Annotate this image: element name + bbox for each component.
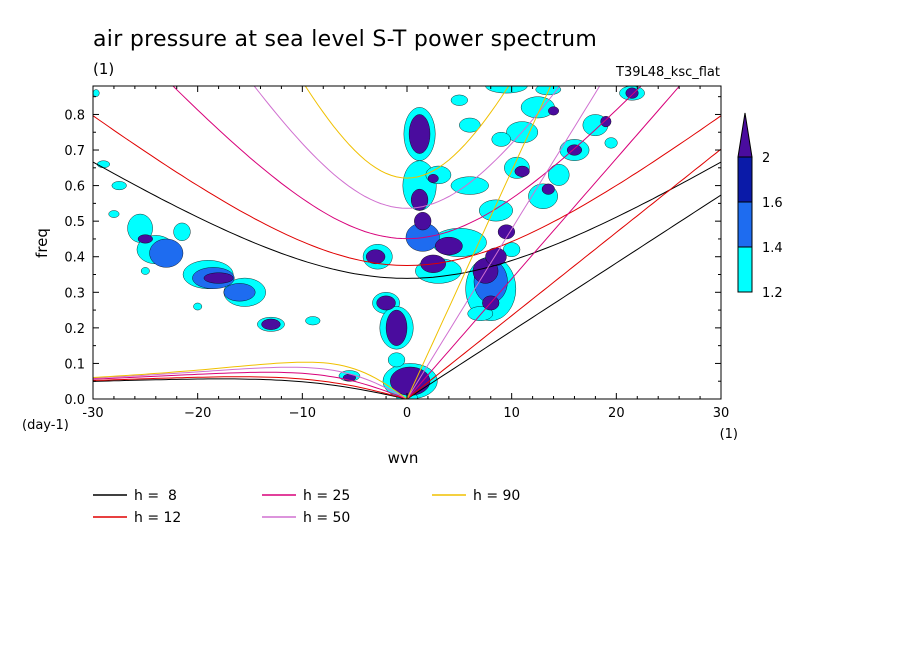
- chart-units: (1): [93, 60, 114, 78]
- x-axis: -30 −20 −10 0 10 20 30: [82, 86, 729, 421]
- contour-region-46: [223, 283, 256, 302]
- contour-region-38: [503, 242, 521, 257]
- dispersion-curve-h90-inertia-gravity: [304, 86, 510, 179]
- colorbar: 1.2 1.4 1.6 2: [737, 112, 783, 301]
- contour-region-63: [541, 183, 555, 195]
- dispersion-curves: [93, 86, 721, 399]
- plot-area: -30 −20 −10 0 10 20 30 0.00.10.20.30.40.50.60.…: [64, 85, 729, 421]
- x-tick-label: −10: [289, 406, 316, 421]
- dispersion-curve-h90-rossby: [93, 361, 408, 399]
- contour-region-54: [385, 309, 408, 346]
- x-axis-label: wvn: [388, 449, 419, 467]
- colorbar-label: 1.2: [762, 286, 783, 301]
- y-axis-units: (day-1): [22, 418, 69, 433]
- x-tick-label: 0: [403, 406, 411, 421]
- dispersion-curve-h25-rossby: [93, 371, 408, 399]
- y-axis-label: freq: [33, 228, 51, 258]
- x-tick-label: 20: [608, 406, 625, 421]
- contour-region-30: [459, 117, 481, 133]
- dispersion-curve-h8-kelvin: [406, 194, 721, 399]
- dispersion-curve-h8-rossby: [93, 378, 408, 399]
- contour-region-67: [261, 318, 281, 330]
- colorbar-extend-arrow: [737, 112, 753, 158]
- chart-title: air pressure at sea level S-T power spec…: [93, 27, 597, 52]
- contour-region-39: [604, 137, 618, 149]
- contour-region-44: [149, 238, 184, 268]
- y-tick-label: 0.3: [64, 286, 85, 301]
- contour-region-41: [108, 210, 120, 218]
- contour-region-40: [93, 89, 100, 97]
- contour-region-62: [514, 165, 530, 177]
- contour-region-3: [173, 222, 191, 241]
- legend-label: h = 12: [134, 510, 181, 526]
- colorbar-label: 1.6: [762, 196, 783, 211]
- contour-region-35: [387, 352, 406, 368]
- legend-label: h = 8: [134, 488, 177, 504]
- contour-region-8: [305, 316, 321, 326]
- contour-region-61: [497, 224, 516, 240]
- legend-label: h = 50: [303, 510, 350, 526]
- y-tick-label: 0.1: [64, 357, 85, 372]
- dispersion-curve-h8-inertia-gravity: [93, 161, 721, 279]
- y-tick-label: 0.4: [64, 251, 85, 266]
- colorbar-segment: [737, 246, 753, 293]
- contour-region-52: [365, 249, 386, 265]
- contour-region-50: [410, 188, 429, 211]
- contour-region-57: [435, 236, 463, 256]
- legend: h = 8 h = 12 h = 25 h = 50 h = 90: [93, 488, 520, 526]
- contour-region-32: [450, 94, 468, 106]
- dispersion-curve-h12-kelvin: [406, 148, 721, 399]
- contour-region-68: [137, 234, 153, 244]
- contour-region-71: [548, 106, 559, 116]
- x-tick-label: 30: [713, 406, 730, 421]
- dispersion-curve-h50-rossby: [93, 366, 408, 399]
- legend-label: h = 90: [473, 488, 520, 504]
- contour-region-37: [467, 306, 494, 321]
- contour-region-70: [427, 174, 439, 183]
- dispersion-curve-h50-inertia-gravity: [253, 86, 561, 209]
- contour-region-31: [491, 132, 511, 147]
- dispersion-curve-h50-kelvin: [406, 86, 601, 399]
- y-tick-label: 0.8: [64, 108, 85, 123]
- x-tick-label: 10: [503, 406, 520, 421]
- contour-region-49: [408, 114, 431, 154]
- x-axis-units: (1): [720, 427, 738, 442]
- contour-layer: [93, 86, 645, 399]
- contour-region-19: [479, 199, 513, 222]
- y-tick-label: 0.5: [64, 215, 85, 230]
- contour-region-43: [193, 302, 203, 311]
- run-label: T39L48_ksc_flat: [615, 65, 720, 80]
- contour-region-69: [203, 272, 234, 284]
- y-tick-label: 0.0: [64, 393, 85, 408]
- y-tick-label: 0.6: [64, 180, 85, 195]
- contour-region-24: [548, 164, 570, 186]
- contour-region-42: [140, 267, 150, 275]
- legend-label: h = 25: [303, 488, 350, 504]
- x-tick-label: -30: [82, 406, 103, 421]
- contour-region-51: [414, 212, 432, 231]
- y-tick-label: 0.2: [64, 322, 85, 337]
- y-axis: 0.0 0.1 0.2 0.3 0.4 0.5 0.6 0.7 0.8: [64, 96, 721, 408]
- contour-region-0: [96, 160, 110, 169]
- dispersion-curve-h90-kelvin: [406, 86, 552, 399]
- colorbar-segment: [737, 201, 753, 248]
- dispersion-curve-h12-rossby: [93, 376, 408, 399]
- contour-region-65: [625, 87, 639, 99]
- colorbar-label: 1.4: [762, 241, 783, 256]
- contour-region-1: [111, 181, 127, 191]
- dispersion-curve-h12-inertia-gravity: [93, 115, 721, 267]
- y-tick-label: 0.7: [64, 144, 85, 159]
- dispersion-curve-h25-kelvin: [406, 86, 681, 399]
- contour-region-64: [566, 144, 582, 156]
- x-tick-label: −20: [184, 406, 211, 421]
- colorbar-segment: [737, 156, 753, 203]
- contour-region-66: [600, 116, 612, 128]
- contour-region-53: [376, 295, 396, 311]
- colorbar-label: 2: [762, 151, 770, 166]
- dispersion-curve-h25-inertia-gravity: [172, 86, 642, 240]
